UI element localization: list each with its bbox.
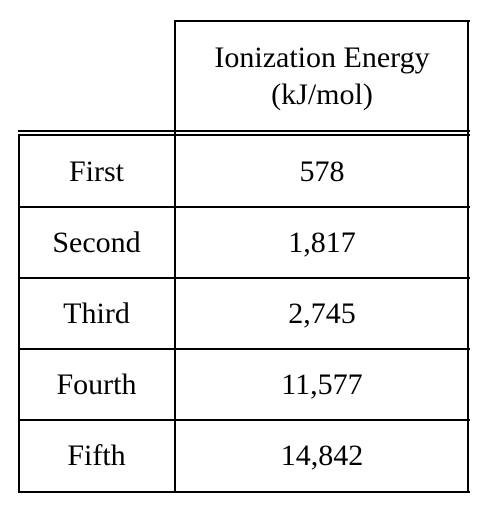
row-label: Fourth [56,368,137,401]
row-divider [18,277,470,279]
row-value: 11,577 [281,368,363,401]
row-value: 578 [299,155,345,188]
header-top-border [174,20,470,22]
row-label: Third [63,297,130,330]
row-divider [18,206,470,208]
row-value: 1,817 [288,226,356,259]
row-value: 14,842 [280,439,364,472]
header-divider-lower [18,134,470,136]
row-divider [18,419,470,421]
column-header: Ionization Energy (kJ/mol) [176,39,468,113]
right-border [467,20,469,493]
row-label: Second [52,226,141,259]
row-label: Fifth [67,439,126,472]
header-left-border [174,20,176,134]
header-divider-upper [18,130,470,132]
left-border [18,134,20,493]
bottom-border [18,491,470,493]
row-divider [18,348,470,350]
column-divider [174,134,176,493]
column-header-title: Ionization Energy [214,41,430,74]
column-header-unit: (kJ/mol) [271,78,373,111]
row-label: First [68,155,125,188]
row-value: 2,745 [288,297,356,330]
